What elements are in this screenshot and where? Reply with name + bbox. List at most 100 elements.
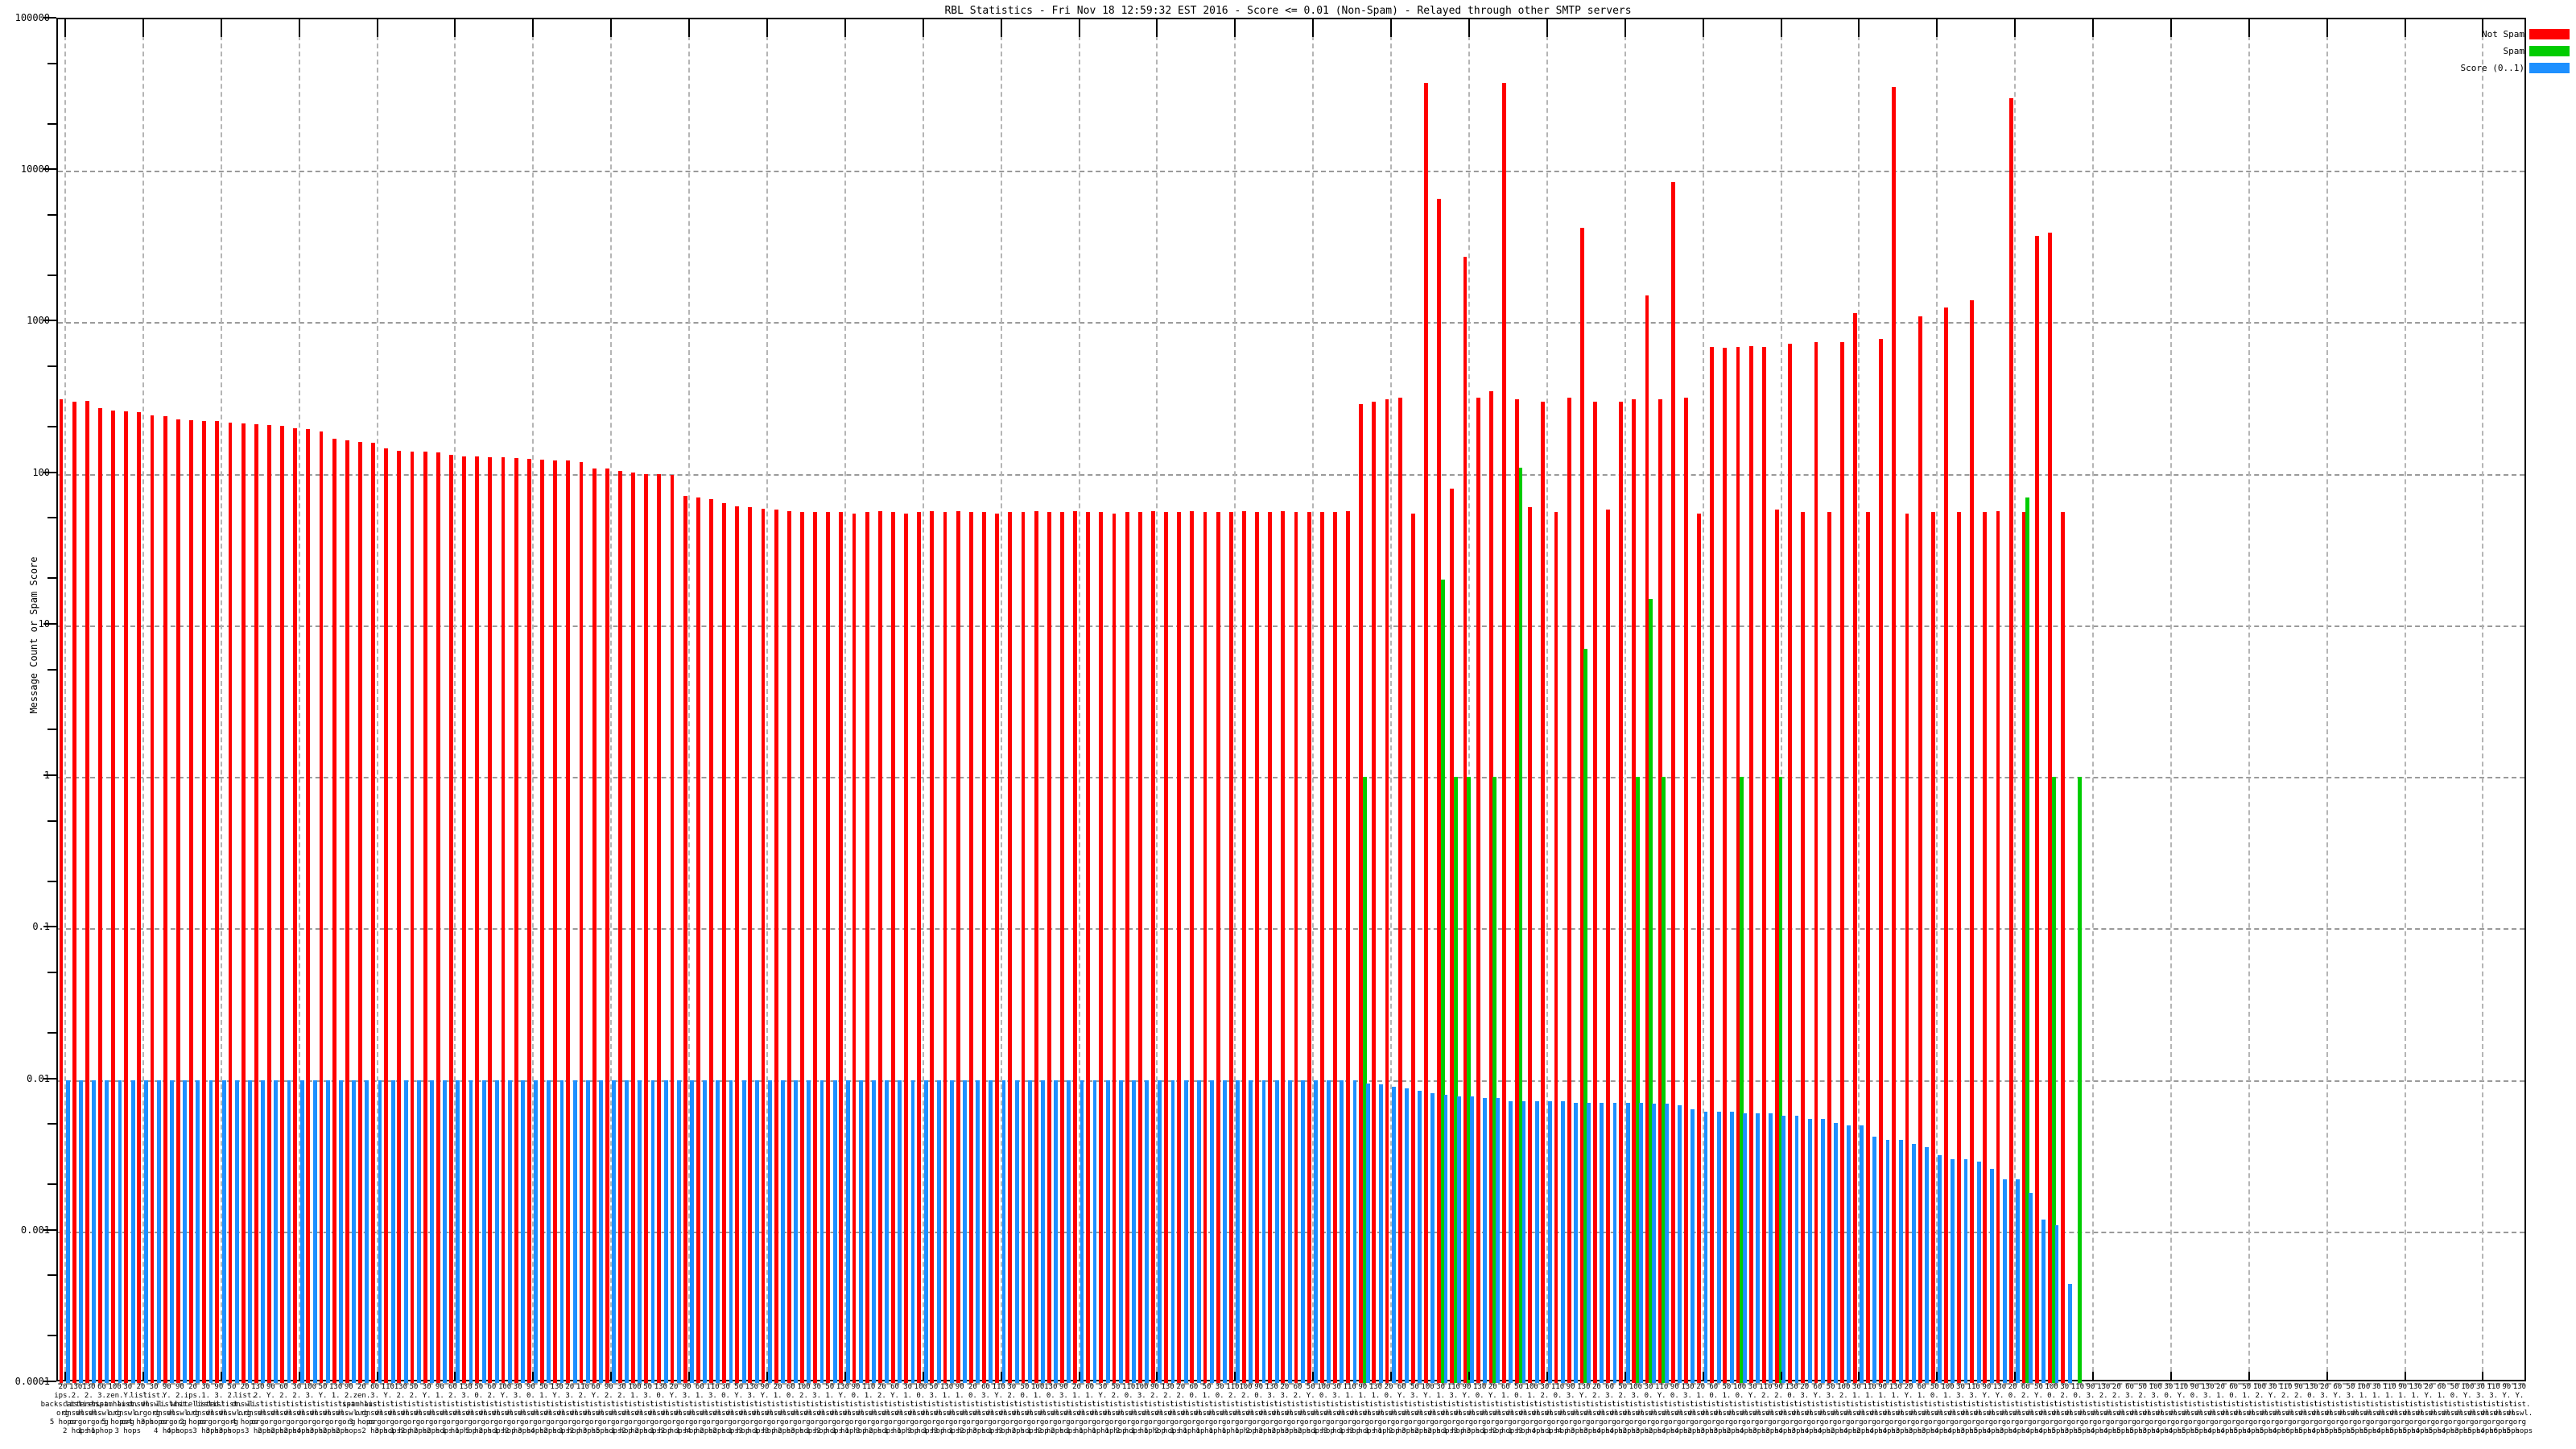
bar-score (1301, 1080, 1305, 1383)
bar-score (378, 1080, 382, 1383)
legend-item: Not Spam (2409, 26, 2570, 43)
gridline-horizontal (58, 322, 2524, 324)
bar-score (1547, 1101, 1552, 1383)
y-axis-tick-label: 100 (32, 466, 50, 478)
y-axis-tick (43, 17, 56, 19)
x-axis-bottom-tick (610, 1372, 613, 1380)
x-axis-label: 20 Y. list. dnswl. org 4 hops (2415, 1383, 2442, 1435)
bar-score (2041, 1219, 2046, 1383)
bar-not-spam (436, 452, 440, 1383)
bar-score (663, 1080, 668, 1383)
bar-not-spam (968, 512, 973, 1383)
x-axis-label: 30 2. list. dnswl. org 3 hops (998, 1383, 1026, 1435)
bar-score (923, 1080, 928, 1383)
x-axis-label: 130 3. list. dnswl. org 1 hop (452, 1383, 479, 1435)
bar-not-spam (59, 399, 64, 1383)
x-axis-top-tick (1000, 19, 1002, 37)
x-axis-label: 90 1. list. dnswl. org 5 hops (2389, 1383, 2416, 1435)
gridline-vertical (1390, 19, 1393, 1380)
x-axis-bottom-tick (1156, 1372, 1158, 1380)
gridline-vertical (610, 19, 613, 1380)
x-axis-top-tick (1780, 19, 1782, 37)
bar-not-spam (1359, 403, 1364, 1383)
bar-score (572, 1080, 577, 1383)
bar-not-spam (410, 451, 415, 1383)
x-axis-top-tick (2482, 19, 2484, 37)
bar-not-spam (1450, 488, 1455, 1383)
bar-spam (1778, 777, 1783, 1383)
bar-not-spam (813, 512, 817, 1383)
bar-not-spam (241, 423, 246, 1383)
x-axis-label: 60 2. list. dnswl. org 4 hops (2013, 1383, 2039, 1435)
x-axis-label: 100 0. list. dnswl. org 3 hops (907, 1383, 935, 1435)
bar-not-spam (1970, 299, 1975, 1383)
bar-score (456, 1080, 460, 1383)
x-axis-label: 130 Y. list. dnswl. org 4 hops (1986, 1383, 2013, 1435)
x-axis-label: 130 2. list. dnswl. org 2 hops (62, 1383, 89, 1435)
bar-score (1418, 1090, 1422, 1383)
bar-score (248, 1080, 252, 1383)
x-axis-label: 130 Y. list. dnswl. org 5 hops (2506, 1383, 2533, 1435)
bar-spam (2025, 497, 2030, 1383)
bar-score (481, 1080, 486, 1383)
gridline-horizontal (58, 625, 2524, 627)
y-axis-minor-tick (47, 365, 56, 368)
bar-score (1574, 1102, 1578, 1383)
x-axis-bottom-tick (1858, 1372, 1860, 1380)
bar-score (1236, 1080, 1241, 1383)
bar-not-spam (1788, 344, 1793, 1383)
y-axis-minor-tick (47, 426, 56, 427)
bar-score (625, 1080, 630, 1383)
y-axis-minor-tick (47, 729, 56, 731)
bar-score (1716, 1111, 1721, 1383)
x-axis-top-tick (2404, 19, 2406, 37)
x-axis-label: 90 Y. list. dnswl. org 4 hops (153, 1383, 180, 1435)
bar-score (79, 1080, 83, 1383)
bar-score (508, 1080, 512, 1383)
bar-spam (1649, 598, 1653, 1383)
bar-not-spam (657, 473, 662, 1383)
x-axis-label: 30 0. list. dnswl. org 1 hop (1206, 1383, 1233, 1435)
x-axis-label: 90 0. list. dnswl. org 1 hop (842, 1383, 869, 1435)
bar-score (221, 1080, 226, 1383)
legend-swatch (2529, 29, 2570, 39)
bar-not-spam (384, 448, 389, 1383)
x-axis-label: 30 Y. list. dnswl. org 3 hops (114, 1383, 142, 1435)
gridline-horizontal (58, 777, 2524, 779)
bar-not-spam (605, 469, 609, 1383)
legend-label: Spam (2503, 46, 2525, 56)
bar-score (92, 1080, 97, 1383)
bar-score (716, 1080, 720, 1383)
x-axis-label: 30 3. list. dnswl. org 4 hops (1947, 1383, 1974, 1435)
x-axis-labels: 20 ips. backscatterer. org 5 hops 130 2. … (41, 1383, 2533, 1449)
x-axis-label: 100 Y. list. dnswl. org 3 hops (2454, 1383, 2481, 1435)
bar-score (976, 1080, 980, 1383)
x-axis-top-tick (1858, 19, 1860, 37)
y-axis-title-wrap: Message Count or Spam Score (2, 18, 39, 1381)
bar-not-spam (85, 400, 89, 1383)
x-axis-label: 130 0. list. dnswl. org 3 hops (1466, 1383, 1493, 1435)
x-axis-label: 60 3. list. dnswl. org 4 hops (1596, 1383, 1623, 1435)
x-axis-label: 20 1. list. dnswl. org 3 hops (764, 1383, 791, 1435)
x-axis-label: 90 2. list. dnswl. org 3 hops (1765, 1383, 1792, 1435)
x-axis-top-tick (298, 19, 300, 37)
bar-score (1743, 1113, 1747, 1383)
gridline-vertical (1624, 19, 1626, 1380)
x-axis-bottom-tick (1000, 1372, 1002, 1380)
bar-not-spam (631, 473, 635, 1383)
x-axis-top-tick (1234, 19, 1236, 37)
bar-score (130, 1080, 135, 1383)
bar-score (676, 1080, 681, 1383)
y-axis-minor-tick (47, 1335, 56, 1337)
bar-not-spam (696, 497, 700, 1383)
bar-not-spam (111, 410, 116, 1383)
x-axis-label: 50 1. list. dnswl. org 4 hops (530, 1383, 557, 1435)
x-axis-label: 30 list. dnswl. org 3 hops (140, 1383, 167, 1426)
x-axis-label: 30 1. list. dnswl. org 3 hops (192, 1383, 219, 1435)
bar-not-spam (1228, 512, 1233, 1383)
x-axis-label: 110 0. list. dnswl. org 2 hops (1115, 1383, 1142, 1435)
gridline-vertical (2326, 19, 2328, 1380)
x-axis-label: 50 3. list. dnswl. org 4 hops (1817, 1383, 1844, 1435)
bar-score (885, 1080, 890, 1383)
gridline-horizontal (58, 171, 2524, 173)
